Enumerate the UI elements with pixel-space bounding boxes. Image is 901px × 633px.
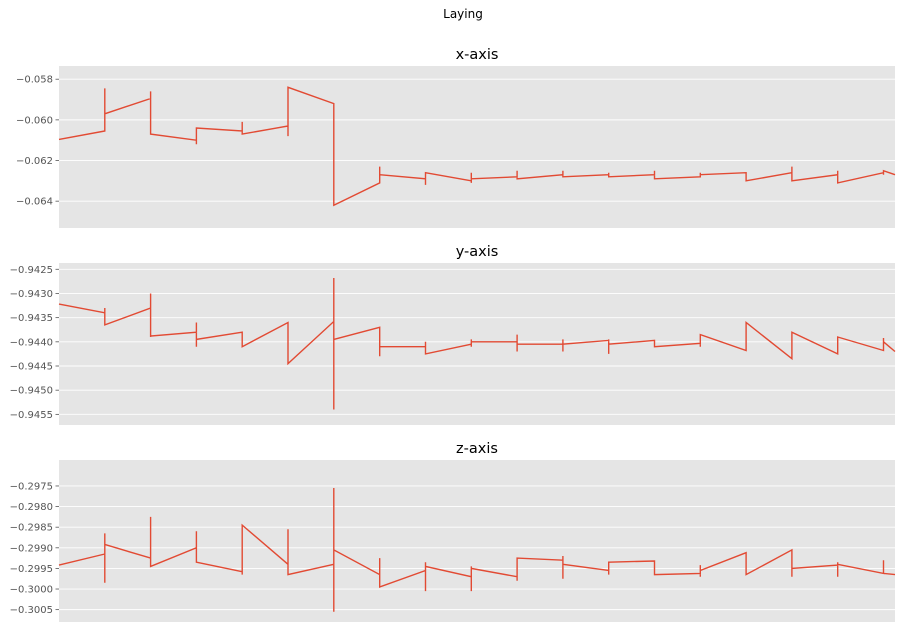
series-line: [58, 86, 896, 207]
plot-area: [59, 460, 895, 622]
y-tick-label: −0.9455: [10, 410, 53, 421]
y-tick-label: −0.9445: [10, 362, 53, 373]
y-tick-label: −0.064: [16, 197, 53, 208]
panel-title: z-axis: [456, 441, 498, 457]
figure-suptitle: Laying: [443, 7, 483, 21]
panel-title: x-axis: [456, 47, 499, 63]
y-tick-label: −0.062: [16, 156, 53, 167]
y-tick-label: −0.9435: [10, 313, 53, 324]
y-tick-label: −0.2995: [10, 564, 53, 575]
y-tick-label: −0.9440: [10, 337, 53, 348]
y-tick-label: −0.2975: [10, 481, 53, 492]
panel-title: y-axis: [456, 244, 499, 260]
y-tick-label: −0.058: [16, 75, 53, 86]
chart-panel: z-axis −0.2975 −0.2980 −0.2985 −0.2990 −0.299…: [10, 441, 896, 622]
series-line: [58, 278, 896, 410]
y-tick-label: −0.9450: [10, 386, 53, 397]
chart-panel: x-axis −0.058 −0.060 −0.062 −0.064: [16, 47, 896, 228]
y-tick-label: −0.2980: [10, 502, 53, 513]
y-tick-label: −0.9425: [10, 265, 53, 276]
chart-panel: y-axis −0.9425 −0.9430 −0.9435 −0.9440 −0.944…: [10, 244, 896, 425]
series-line: [58, 488, 896, 612]
y-tick-label: −0.060: [16, 115, 53, 126]
y-tick-label: −0.9430: [10, 289, 53, 300]
plot-area: [59, 263, 895, 425]
plot-area: [59, 66, 895, 228]
y-tick-label: −0.2990: [10, 543, 53, 554]
y-tick-label: −0.3005: [10, 605, 53, 616]
y-tick-label: −0.3000: [10, 585, 53, 596]
y-tick-label: −0.2985: [10, 523, 53, 534]
